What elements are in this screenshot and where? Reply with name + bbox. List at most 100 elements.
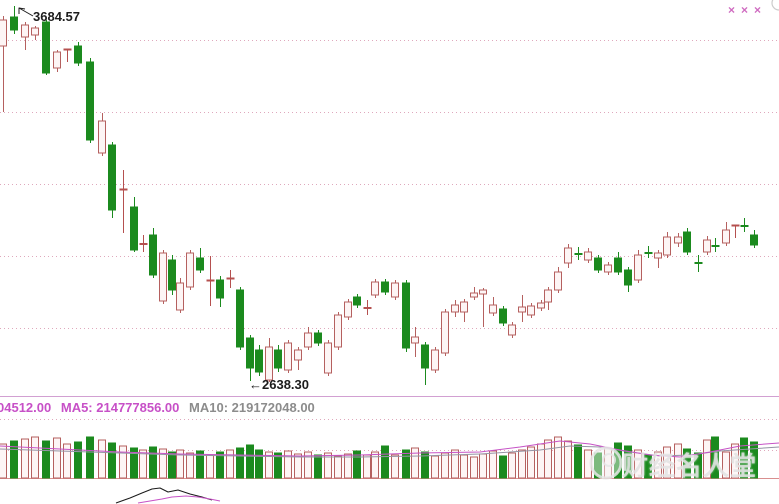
volume-bar (554, 436, 562, 479)
candle (441, 309, 449, 356)
indicator-row: 04512.00 MA5: 214777856.00 MA10: 2191720… (0, 400, 321, 415)
volume-bar (703, 439, 711, 479)
watermark-label: 财经名人堂 (622, 451, 758, 481)
volume-bar (265, 451, 273, 479)
candle (21, 22, 29, 50)
candle (246, 335, 254, 381)
candle (574, 247, 583, 260)
volume-bar (139, 449, 147, 479)
volume-bar (206, 454, 214, 479)
candle (284, 340, 292, 373)
volume-bar (74, 441, 82, 479)
volume-bar (694, 452, 702, 479)
volume-bar (470, 456, 478, 479)
candle (711, 238, 720, 252)
volume-bar (740, 437, 748, 479)
candle (460, 299, 468, 322)
high-annotation: 3684.57 (33, 9, 80, 24)
candle (42, 20, 50, 75)
candle (265, 338, 273, 382)
low-annotation-arrow-icon: ← (249, 377, 262, 392)
candle (584, 248, 592, 263)
x-marks: ××× (727, 3, 767, 17)
candle (604, 262, 612, 275)
candle (654, 250, 662, 268)
volume-bar (10, 440, 18, 479)
candle (564, 244, 572, 268)
volume-bar (371, 451, 379, 479)
candle (663, 232, 671, 258)
volume-bar (402, 449, 410, 479)
candle (499, 306, 507, 326)
volume-bar (130, 447, 138, 479)
candle (731, 224, 740, 238)
candle (10, 6, 18, 34)
candle (304, 327, 312, 350)
candle (255, 345, 263, 376)
volume-bar (21, 438, 29, 479)
candle (86, 58, 94, 143)
volume-bar (196, 450, 204, 479)
mini-pane-black-line (115, 487, 213, 504)
volume-bar (451, 449, 459, 479)
volume-bar (594, 452, 602, 479)
volume-bar (324, 452, 332, 479)
volume-bar (186, 452, 194, 479)
candle (722, 222, 730, 246)
candle (196, 248, 204, 273)
mini-pane-magenta-line (137, 495, 221, 504)
volume-bar (564, 440, 572, 479)
volume-bar (63, 443, 71, 479)
volume-bar (683, 448, 691, 479)
volume-bar (624, 445, 632, 479)
candle (381, 279, 389, 295)
candle (98, 113, 106, 156)
volume-bar (363, 454, 371, 479)
candle (53, 50, 61, 72)
volume-bar (255, 449, 263, 479)
candle (411, 327, 419, 357)
volume-value-label: 04512.00 (0, 400, 52, 415)
candle (159, 250, 167, 304)
candle (119, 170, 128, 233)
candle (740, 218, 749, 232)
candle (391, 280, 399, 300)
volume-bar (236, 447, 244, 479)
candle (470, 287, 478, 300)
candle (216, 276, 224, 307)
volume-bar (544, 439, 552, 479)
candle (236, 287, 244, 350)
volume-bar (226, 449, 234, 479)
volume-bar (750, 441, 758, 479)
ma5-label: MA5: 214777856.00 (60, 400, 180, 415)
candle (421, 342, 429, 385)
volume-bar (479, 453, 487, 479)
volume-bar (499, 455, 507, 479)
volume-bar (722, 451, 730, 479)
candle (489, 297, 497, 316)
candle (371, 279, 379, 298)
volume-bar (381, 445, 389, 479)
candle (644, 246, 653, 258)
candle (274, 345, 282, 372)
volume-bar (42, 440, 50, 479)
candle (479, 288, 487, 327)
candle (176, 278, 184, 313)
volume-bar (431, 455, 439, 479)
high-annotation-arrowhead (18, 7, 26, 14)
ma10-label: MA10: 219172048.00 (189, 400, 315, 415)
volume-bar (284, 450, 292, 479)
candle (694, 255, 703, 272)
candle (108, 142, 116, 218)
candle (750, 230, 758, 248)
candle (518, 295, 526, 322)
candle (74, 42, 82, 66)
volume-bar (246, 444, 254, 479)
candle (527, 303, 535, 318)
candle (186, 250, 194, 290)
candle (353, 294, 361, 308)
candle (363, 300, 372, 315)
watermark-text: 财经名人堂 (622, 446, 757, 483)
candle (703, 236, 711, 255)
